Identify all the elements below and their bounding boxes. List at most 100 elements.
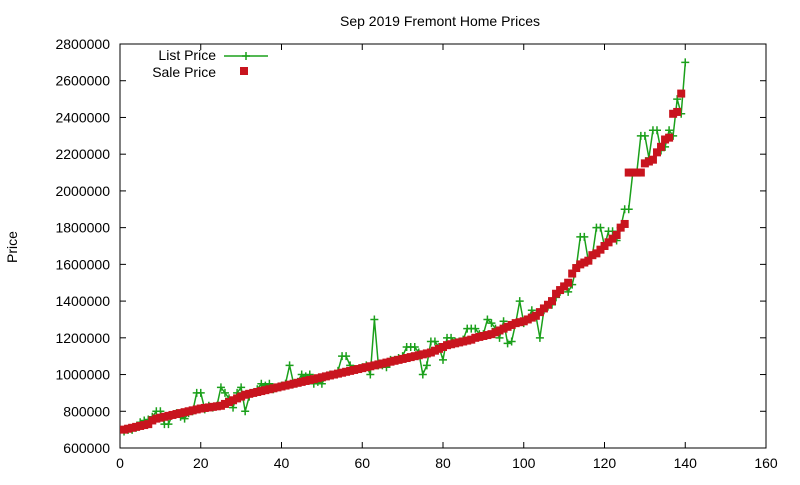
sale-price-point — [552, 289, 561, 298]
sale-price-point — [225, 398, 234, 407]
x-tick-label: 80 — [435, 455, 451, 471]
sale-price-point — [378, 359, 387, 368]
sale-price-point — [176, 409, 185, 418]
sale-price-point — [479, 331, 488, 340]
sale-price-point — [144, 420, 153, 429]
sale-price-point — [406, 353, 415, 362]
sale-price-point — [249, 388, 258, 397]
sale-price-point — [455, 338, 464, 347]
sale-price-point — [418, 350, 427, 359]
list-price-point — [410, 343, 419, 351]
list-price-point — [640, 131, 649, 140]
sale-price-point — [188, 406, 197, 415]
y-tick-label: 1400000 — [55, 293, 110, 309]
sale-price-point — [184, 407, 193, 416]
list-price-point — [220, 388, 229, 397]
sale-price-point — [531, 311, 540, 320]
sale-price-point — [370, 361, 379, 370]
sale-price-point — [661, 135, 670, 144]
sale-price-point — [156, 413, 165, 422]
chart-title: Sep 2019 Fremont Home Prices — [340, 13, 540, 29]
sale-price-point — [556, 286, 565, 295]
sale-price-point — [628, 168, 637, 177]
list-price-point — [487, 319, 496, 328]
sale-price-point — [572, 264, 581, 273]
sale-price-point — [229, 396, 238, 405]
sale-price-point — [568, 269, 577, 278]
y-tick-label: 2800000 — [55, 36, 110, 52]
sale-price-point — [342, 367, 351, 376]
sale-price-point — [560, 282, 569, 291]
sale-price-point — [281, 381, 290, 390]
sale-price-point — [172, 410, 181, 419]
sale-price-point — [277, 382, 286, 391]
sale-price-point — [180, 408, 189, 417]
sale-price-point — [120, 425, 129, 434]
list-price-point — [499, 317, 508, 326]
sale-price-point — [640, 159, 649, 168]
sale-price-point — [402, 354, 411, 363]
sale-price-point — [366, 362, 375, 371]
sale-price-point — [152, 414, 161, 423]
sale-price-point — [398, 354, 407, 363]
sale-price-point — [253, 387, 262, 396]
y-tick-label: 1200000 — [55, 330, 110, 346]
list-price-point — [483, 315, 492, 324]
sale-price-point — [305, 376, 314, 385]
sale-price-point — [297, 377, 306, 386]
list-price-point — [370, 315, 379, 324]
sale-price-point — [204, 403, 213, 412]
list-price-point — [285, 361, 294, 370]
sale-price-point — [309, 375, 318, 384]
sale-price-point — [216, 401, 225, 410]
sale-price-point — [596, 245, 605, 254]
list-price-point — [535, 333, 544, 342]
sale-price-point — [523, 315, 532, 324]
x-tick-label: 40 — [274, 455, 290, 471]
sale-price-point — [414, 351, 423, 360]
sale-price-point — [592, 249, 601, 258]
list-price-point — [164, 420, 173, 429]
list-price-point — [297, 370, 306, 379]
sale-price-point — [632, 168, 641, 177]
sale-price-point — [535, 308, 544, 317]
list-price-point — [580, 232, 589, 241]
list-price-point — [430, 337, 439, 346]
sale-price-point — [241, 390, 250, 399]
sale-price-point — [237, 392, 246, 401]
list-price-point — [196, 388, 205, 397]
sale-price-point — [499, 324, 508, 333]
sale-price-point — [382, 358, 391, 367]
list-price-point — [216, 383, 225, 392]
list-price-point — [681, 58, 690, 67]
sale-price-point — [128, 423, 137, 432]
sale-price-point — [580, 258, 589, 267]
sale-price-point — [346, 366, 355, 375]
sale-price-point — [487, 330, 496, 339]
sale-price-point — [140, 421, 149, 430]
y-tick-label: 2400000 — [55, 109, 110, 125]
sale-price-point — [362, 363, 371, 372]
x-tick-label: 0 — [116, 455, 124, 471]
sale-price-point — [212, 402, 221, 411]
sale-price-point — [321, 372, 330, 381]
sale-price-point — [325, 371, 334, 380]
list-price-point — [515, 297, 524, 306]
sale-price-point — [426, 348, 435, 357]
sale-price-point — [459, 337, 468, 346]
sale-price-point — [467, 335, 476, 344]
y-tick-label: 2000000 — [55, 183, 110, 199]
sale-price-point — [665, 133, 674, 142]
legend-label-list-price: List Price — [158, 47, 216, 63]
sale-price-point — [527, 313, 536, 322]
sale-price-point — [132, 422, 141, 431]
y-tick-label: 2600000 — [55, 73, 110, 89]
sale-price-point — [657, 142, 666, 151]
y-tick-label: 1000000 — [55, 367, 110, 383]
sale-price-point — [616, 223, 625, 232]
list-price-point — [665, 126, 674, 135]
x-tick-label: 160 — [754, 455, 778, 471]
list-price-point — [503, 339, 512, 348]
sale-price-point — [245, 389, 254, 398]
